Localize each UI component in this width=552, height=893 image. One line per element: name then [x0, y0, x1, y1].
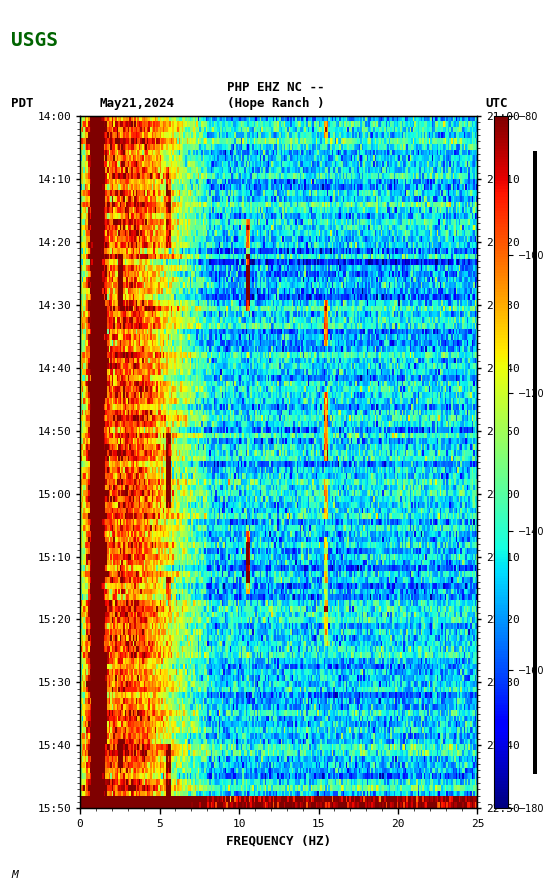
- Text: M: M: [11, 870, 18, 880]
- Text: (Hope Ranch ): (Hope Ranch ): [227, 96, 325, 110]
- Text: USGS: USGS: [11, 31, 58, 50]
- X-axis label: FREQUENCY (HZ): FREQUENCY (HZ): [226, 834, 331, 847]
- Text: PDT: PDT: [11, 96, 34, 110]
- Text: UTC: UTC: [486, 96, 508, 110]
- Text: May21,2024: May21,2024: [99, 96, 174, 110]
- Text: PHP EHZ NC --: PHP EHZ NC --: [227, 80, 325, 94]
